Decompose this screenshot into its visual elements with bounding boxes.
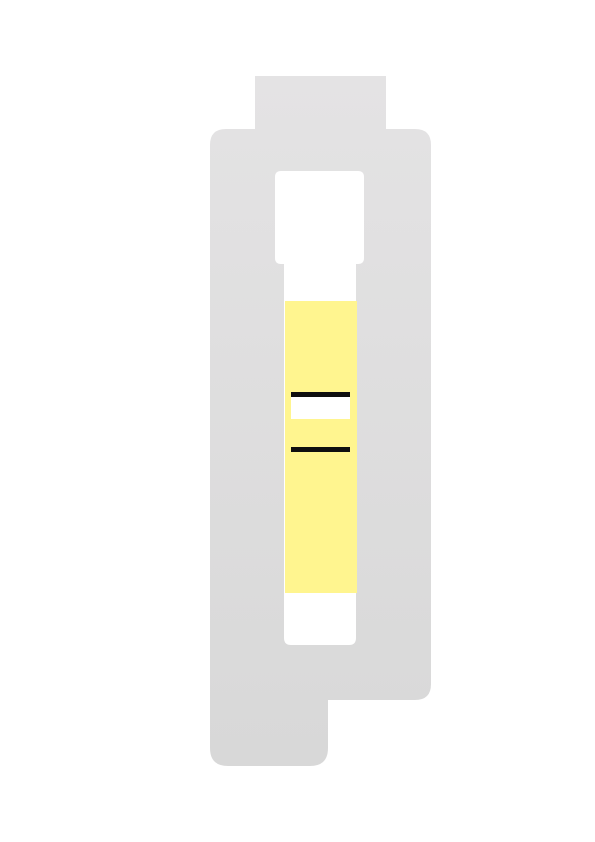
test-line — [291, 447, 350, 452]
result-lines-icon — [291, 392, 350, 452]
strip-cap — [275, 171, 364, 264]
control-line — [291, 392, 350, 397]
marker-window — [291, 397, 350, 419]
